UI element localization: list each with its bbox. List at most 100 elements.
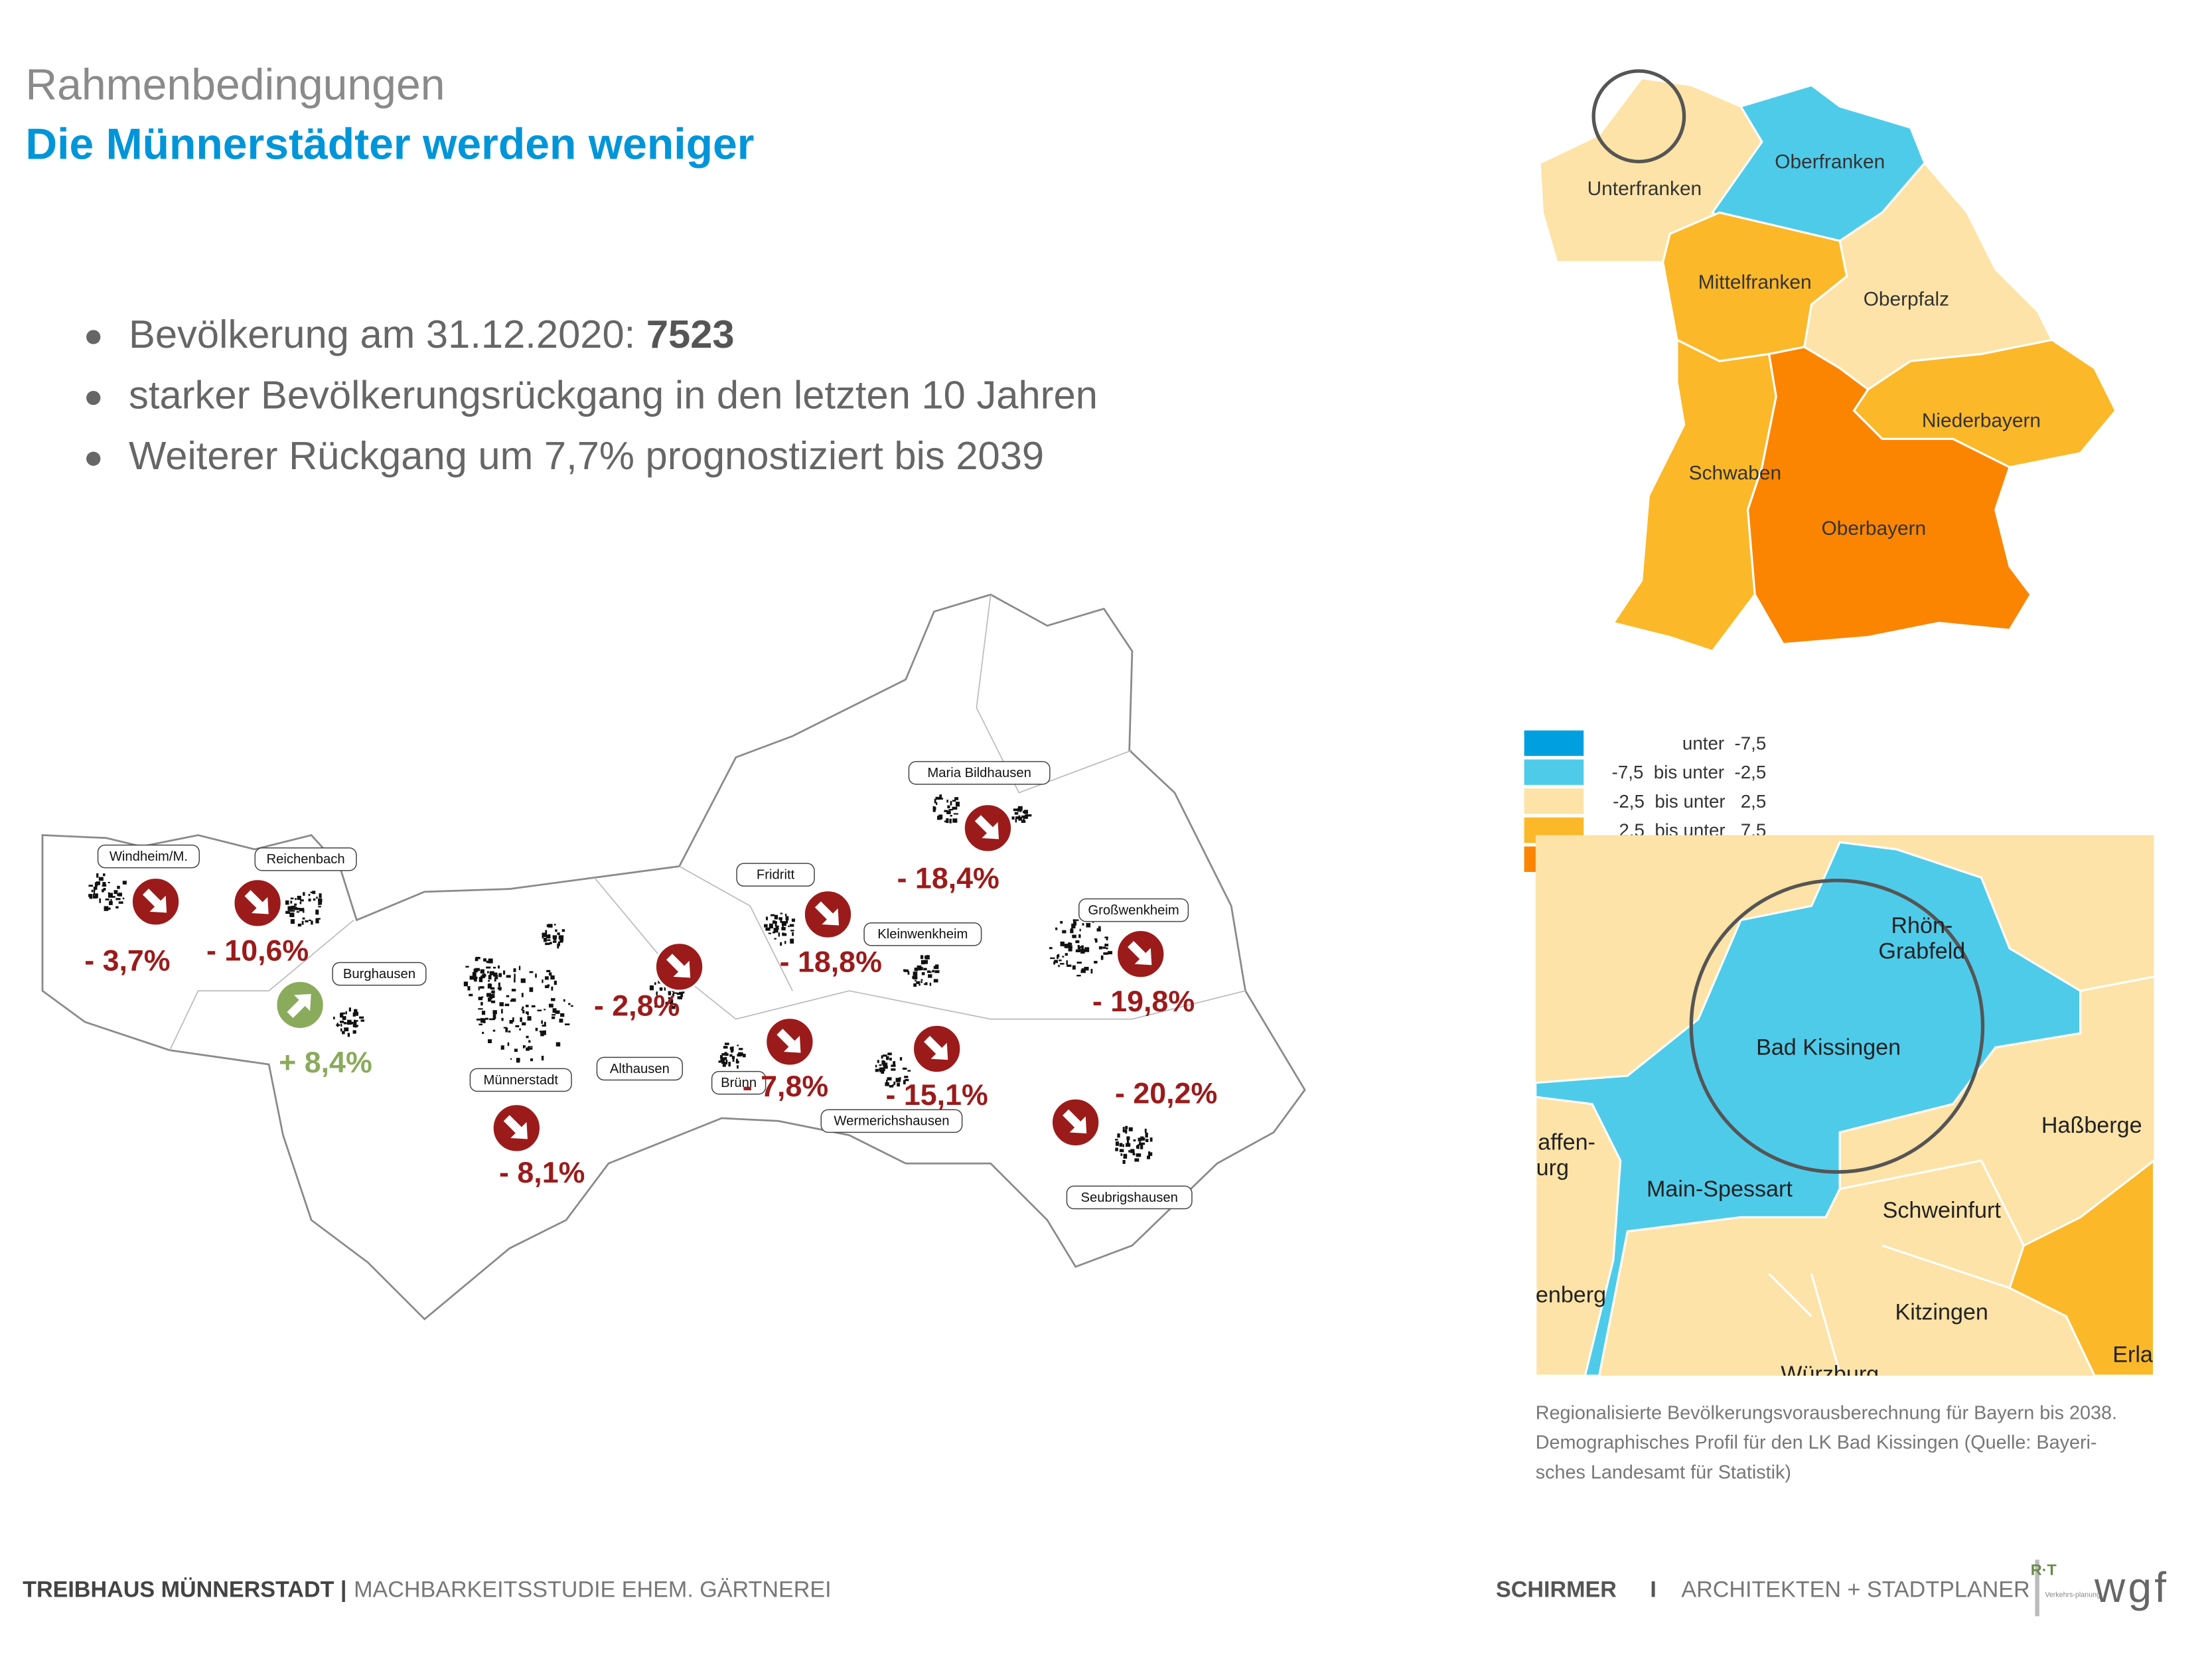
building [488, 1018, 493, 1021]
building [1140, 1144, 1143, 1149]
building [936, 802, 938, 806]
building [921, 972, 925, 975]
building [886, 1079, 888, 1084]
building [1096, 928, 1101, 932]
building [1068, 942, 1070, 947]
building [504, 1003, 510, 1007]
building [1068, 947, 1072, 952]
building [774, 938, 776, 940]
building [1103, 952, 1108, 955]
building [1119, 1143, 1123, 1147]
building [553, 924, 556, 926]
building [492, 1014, 496, 1019]
building [290, 919, 295, 924]
building [342, 1016, 346, 1021]
building [887, 1077, 892, 1081]
building [1081, 968, 1085, 973]
building [948, 809, 953, 811]
building [522, 1006, 524, 1009]
building [1115, 1141, 1119, 1146]
building [345, 1011, 347, 1015]
building [294, 906, 297, 910]
building [1134, 1158, 1140, 1162]
building [878, 1068, 880, 1071]
building [488, 997, 492, 1002]
logo-subtext: Verkehrs-planung [2045, 1591, 2101, 1599]
building [360, 1019, 364, 1022]
building [355, 1011, 359, 1016]
building [491, 990, 495, 994]
building [571, 1005, 573, 1007]
building [315, 918, 319, 924]
building [511, 989, 516, 992]
building [1132, 1153, 1136, 1155]
building [488, 975, 492, 980]
building [917, 965, 922, 971]
building [1062, 956, 1065, 958]
building [1015, 819, 1017, 823]
building [305, 920, 309, 922]
district-label: Würzburg [1781, 1362, 1879, 1387]
region-label: Unterfranken [1587, 178, 1702, 200]
district-label: urg [1536, 1155, 1569, 1181]
building [672, 993, 674, 996]
building [344, 1027, 349, 1032]
building [1066, 960, 1068, 966]
building [792, 932, 794, 936]
building [1148, 1151, 1151, 1156]
place-label: Kleinwenkheim [877, 927, 968, 942]
building [1140, 1142, 1145, 1145]
building [1065, 953, 1068, 956]
building [290, 897, 294, 900]
place-label-box [97, 844, 200, 869]
building [340, 1012, 346, 1015]
change-label: - 19,8% [1092, 985, 1195, 1018]
building [1060, 920, 1063, 924]
focus-circle [1689, 879, 1985, 1174]
building [110, 899, 112, 903]
building [552, 935, 557, 939]
building [881, 1060, 886, 1064]
region-label: Niederbayern [1922, 410, 2041, 432]
district-map: Rhön- Grabfeld Bad Kissingen Haßberge Ma… [1535, 835, 2154, 1387]
building [91, 889, 94, 893]
building [1107, 951, 1113, 955]
building [521, 1008, 523, 1011]
building [1084, 966, 1089, 971]
change-label: - 15,1% [886, 1078, 988, 1112]
building [938, 798, 944, 800]
building [522, 1009, 525, 1014]
change-label: - 7,8% [743, 1070, 828, 1103]
building [1062, 930, 1067, 934]
bullet-dot [86, 390, 101, 405]
building [728, 1062, 731, 1067]
district-label: Erla [2112, 1342, 2153, 1367]
place-label: Burghausen [343, 967, 415, 981]
building [1136, 1145, 1140, 1149]
building [318, 902, 320, 905]
place-label-box [469, 1068, 572, 1092]
building [493, 972, 498, 976]
building [294, 903, 297, 906]
building [336, 1024, 340, 1027]
building [303, 892, 305, 896]
building [290, 901, 293, 904]
building [1027, 814, 1032, 817]
change-arrow [974, 815, 999, 839]
building [889, 1057, 892, 1061]
building [312, 891, 316, 895]
building [928, 974, 932, 978]
building [340, 1021, 344, 1023]
local-map: Windheim/M. Reichenbach Burghausen Münnerst… [41, 593, 1306, 1321]
change-label: - 18,8% [780, 945, 882, 978]
change-label: - 8,1% [499, 1156, 585, 1189]
building [488, 1039, 492, 1043]
building [678, 997, 682, 999]
arrow-shape [503, 1115, 528, 1139]
building [480, 1018, 484, 1023]
building [1094, 940, 1098, 943]
building [98, 877, 104, 881]
building [302, 917, 305, 920]
building [542, 932, 547, 938]
building [1133, 1139, 1136, 1142]
